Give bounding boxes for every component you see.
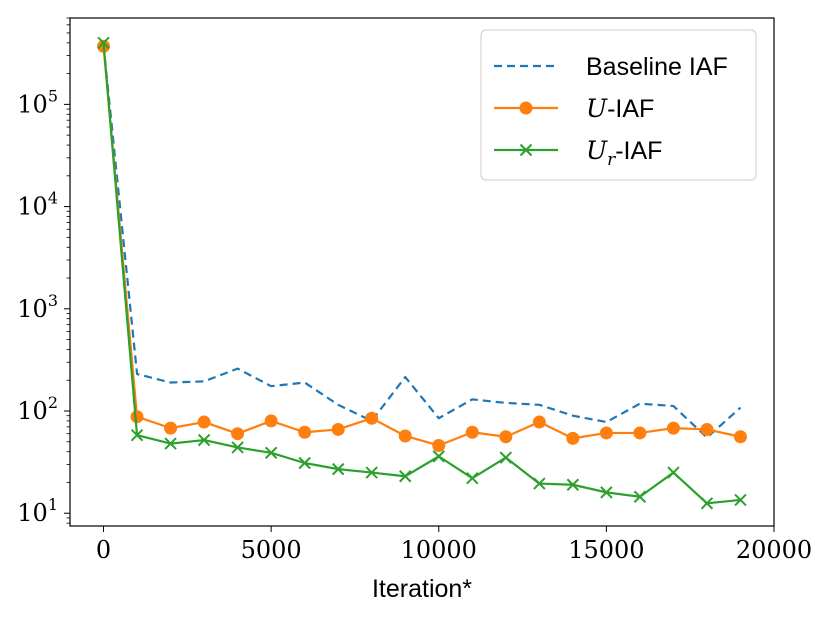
plot-frame xyxy=(69,17,775,527)
legend-box xyxy=(480,29,757,181)
data-point xyxy=(264,414,278,428)
x-tick-label: 20000 xyxy=(736,536,812,564)
data-point xyxy=(733,430,747,444)
data-point xyxy=(700,422,714,436)
data-point xyxy=(365,466,378,479)
data-point xyxy=(197,433,211,447)
legend-label: Baseline IAF xyxy=(586,53,728,81)
legend-marker xyxy=(519,143,533,157)
x-tick-label: 0 xyxy=(96,536,111,564)
data-point xyxy=(331,422,345,436)
legend-entry: U-IAF xyxy=(494,94,654,123)
legend-entry: Ur-IAF xyxy=(494,136,662,170)
data-point xyxy=(365,411,379,425)
data-point xyxy=(466,472,479,485)
y-tick-label: 102 xyxy=(17,393,58,425)
data-point xyxy=(633,426,647,440)
y-tick-label: 104 xyxy=(17,189,58,221)
data-point xyxy=(399,470,412,483)
data-point xyxy=(633,490,647,503)
data-point xyxy=(667,466,680,479)
x-axis-label: Iteration* xyxy=(372,575,472,603)
data-point xyxy=(432,450,445,463)
series-layer xyxy=(97,36,747,510)
data-point xyxy=(532,415,546,429)
y-axis: 101 102 103 104 105 xyxy=(17,17,70,527)
x-axis: 0 5000 10000 15000 20000 xyxy=(96,526,812,564)
x-tick-label: 5000 xyxy=(241,536,302,564)
legend-label: Ur-IAF xyxy=(586,136,662,170)
data-point xyxy=(164,437,177,450)
data-point xyxy=(700,497,714,510)
data-point xyxy=(130,428,144,442)
x-tick-label: 10000 xyxy=(401,536,477,564)
data-point xyxy=(666,421,680,435)
series-line-2 xyxy=(102,42,741,505)
data-point xyxy=(164,421,178,435)
data-point xyxy=(231,427,245,441)
data-point xyxy=(264,446,278,460)
data-point xyxy=(298,456,311,470)
data-point xyxy=(566,431,580,445)
data-point xyxy=(298,425,312,439)
data-point xyxy=(231,441,244,454)
data-point xyxy=(432,438,446,452)
legend-label: U-IAF xyxy=(586,94,654,123)
data-point xyxy=(600,486,613,499)
data-point xyxy=(499,430,513,444)
series-line-0 xyxy=(102,45,742,439)
legend-entry: Baseline IAF xyxy=(494,53,728,81)
legend: Baseline IAF U-IAF Ur-IAF xyxy=(480,29,757,181)
data-point xyxy=(566,478,580,491)
legend-marker xyxy=(519,101,533,115)
data-point xyxy=(734,493,747,507)
data-point xyxy=(499,451,513,464)
y-tick-label: 105 xyxy=(17,86,58,118)
x-tick-label: 15000 xyxy=(568,536,644,564)
data-point xyxy=(331,462,345,476)
data-point xyxy=(197,415,211,429)
data-point xyxy=(130,410,144,424)
data-point xyxy=(398,429,412,443)
y-tick-label: 103 xyxy=(17,291,58,323)
data-point xyxy=(97,36,110,50)
data-point xyxy=(599,426,613,440)
y-tick-label: 101 xyxy=(17,495,58,527)
data-point xyxy=(465,425,479,439)
data-point xyxy=(533,477,546,490)
